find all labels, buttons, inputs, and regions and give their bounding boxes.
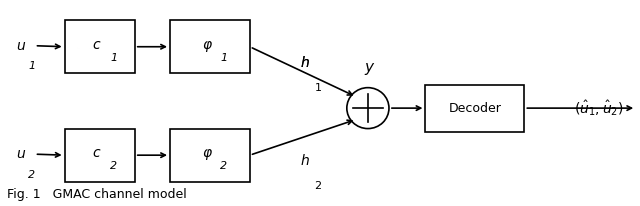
Text: u: u xyxy=(17,147,26,161)
Text: 1: 1 xyxy=(110,53,117,63)
Text: c: c xyxy=(93,38,100,52)
Text: 2: 2 xyxy=(220,162,227,171)
Text: Fig. 1   GMAC channel model: Fig. 1 GMAC channel model xyxy=(7,188,187,201)
Text: Decoder: Decoder xyxy=(449,102,501,115)
Bar xyxy=(65,20,135,73)
Text: φ: φ xyxy=(202,38,211,52)
Text: 2: 2 xyxy=(110,162,117,171)
Bar xyxy=(65,129,135,182)
Text: $(\hat{u}_1, \hat{u}_2)$: $(\hat{u}_1, \hat{u}_2)$ xyxy=(573,98,623,118)
Text: c: c xyxy=(93,146,100,160)
Text: 2: 2 xyxy=(28,170,35,180)
Text: φ: φ xyxy=(202,146,211,160)
Text: u: u xyxy=(17,39,26,53)
Bar xyxy=(426,85,524,132)
Text: 1: 1 xyxy=(28,61,35,71)
Text: $h$: $h$ xyxy=(300,55,309,70)
Text: $1$: $1$ xyxy=(314,81,321,93)
Text: $h$: $h$ xyxy=(300,55,309,70)
Bar xyxy=(170,20,250,73)
Text: 1: 1 xyxy=(220,53,227,63)
Text: $h$: $h$ xyxy=(300,153,309,168)
Bar xyxy=(170,129,250,182)
Text: $y$: $y$ xyxy=(364,61,376,77)
Text: $2$: $2$ xyxy=(314,179,321,191)
